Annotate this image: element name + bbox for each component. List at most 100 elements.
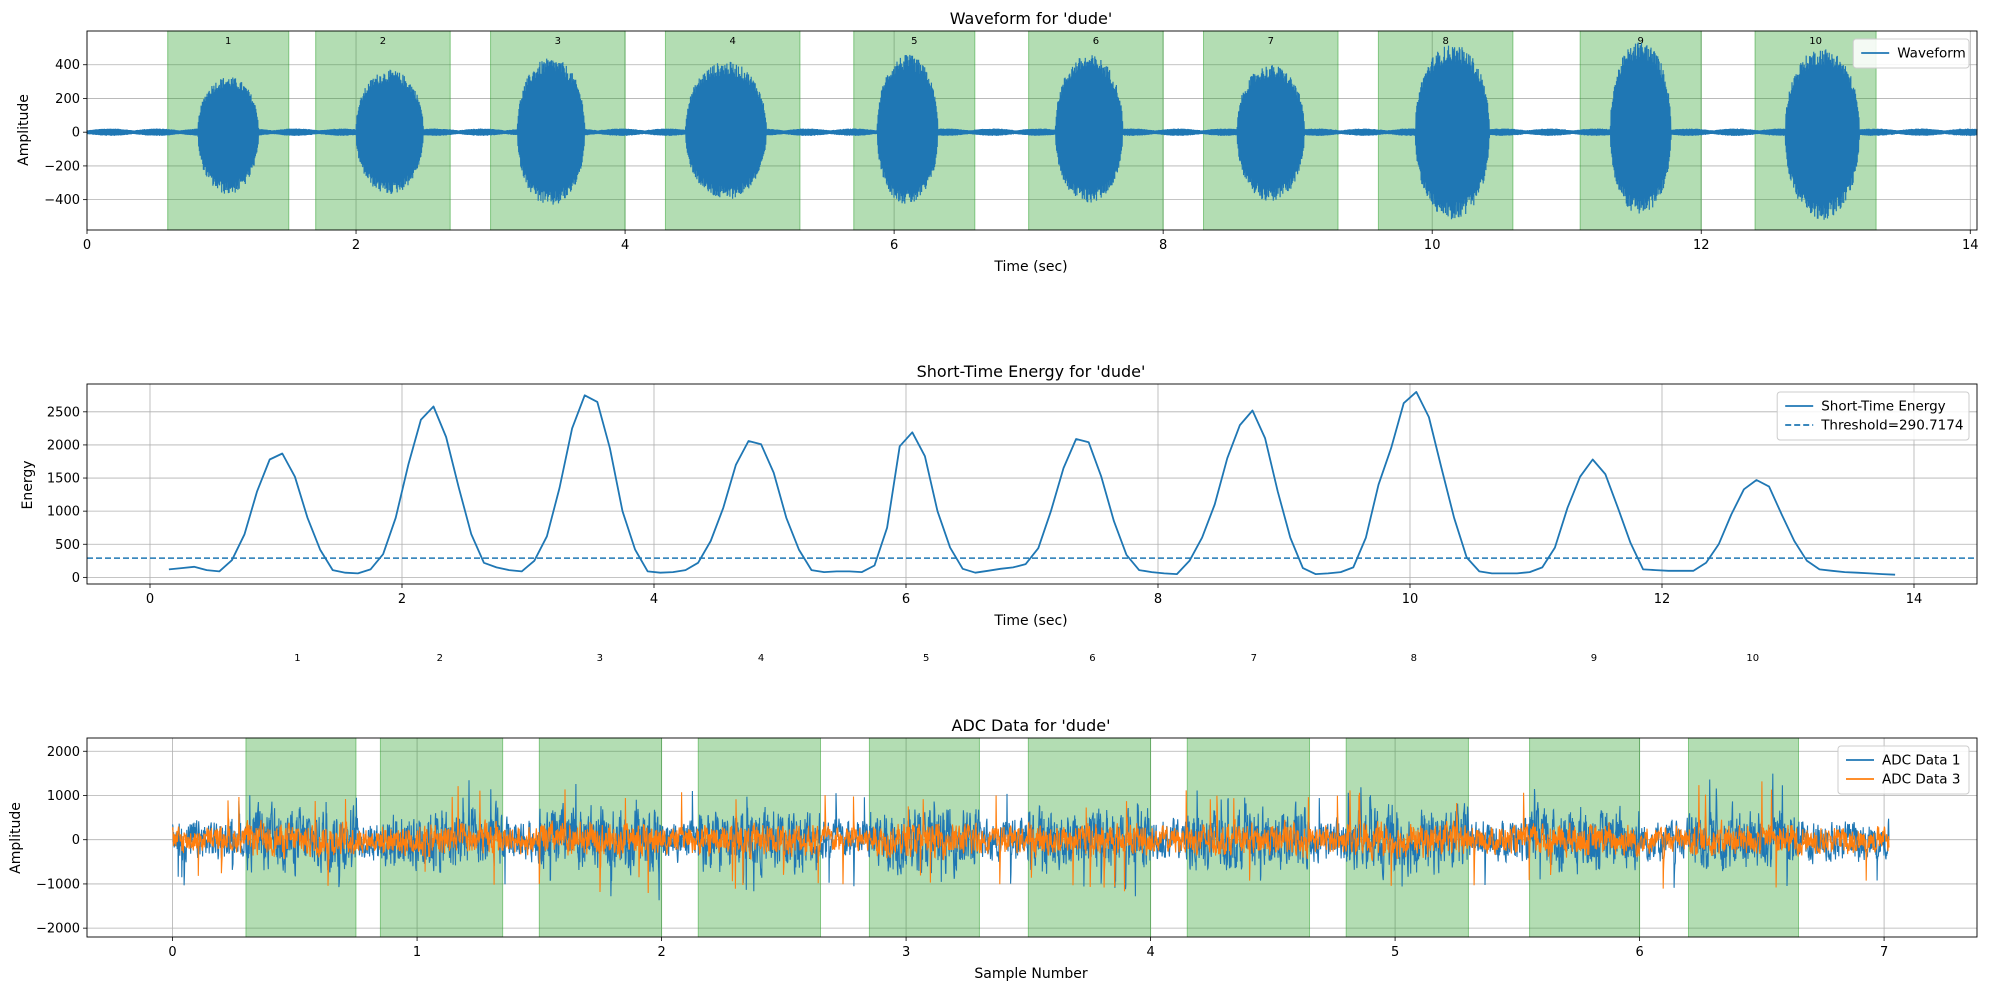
energy-segment-label: 3	[597, 653, 603, 664]
adc-ytick-label: 1000	[47, 789, 80, 804]
waveform-xtick-label: 4	[621, 238, 629, 253]
waveform-segment-label: 3	[555, 36, 561, 47]
energy-ytick-label: 2500	[47, 405, 80, 420]
waveform-segment-label: 7	[1268, 36, 1274, 47]
adc-line-data3	[172, 781, 1890, 894]
waveform-line	[86, 42, 1978, 220]
adc-ytick-label: 0	[72, 833, 80, 848]
waveform-ytick-label: 0	[72, 126, 80, 141]
adc-xtick-label: 7	[1880, 945, 1888, 960]
adc-xlabel: Sample Number	[974, 966, 1087, 982]
waveform-xtick-label: 10	[1424, 238, 1441, 253]
waveform-axes-border	[86, 30, 1978, 231]
energy-ytick-label: 1500	[47, 472, 80, 487]
energy-segment-label: 6	[1089, 653, 1095, 664]
waveform-xtick-label: 2	[352, 238, 360, 253]
energy-xtick-label: 4	[650, 592, 658, 607]
energy-segment-label: 7	[1251, 653, 1257, 664]
energy-xtick-label: 8	[1154, 592, 1162, 607]
energy-xtick-label: 2	[398, 592, 406, 607]
waveform-legend-label: Waveform	[1897, 46, 1966, 62]
adc-xtick-label: 6	[1635, 945, 1643, 960]
energy-segment-label: 1	[294, 653, 300, 664]
adc-title: ADC Data for 'dude'	[952, 716, 1111, 735]
energy-segment-label: 10	[1746, 653, 1759, 664]
waveform-segment-label: 4	[730, 36, 736, 47]
energy-axes-frame	[86, 383, 1978, 585]
energy-segment-label: 5	[923, 653, 929, 664]
energy-xtick-label: 10	[1402, 592, 1419, 607]
energy-legend: Short-Time Energy Threshold=290.7174	[1776, 391, 1970, 441]
energy-segment-label: 8	[1411, 653, 1417, 664]
waveform-ytick-label: −200	[44, 159, 80, 174]
energy-ytick-label: 0	[72, 571, 80, 586]
energy-legend-label: Threshold=290.7174	[1820, 418, 1963, 434]
energy-ylabel: Energy	[20, 460, 36, 509]
energy-grid	[87, 384, 1977, 584]
adc-series	[172, 773, 1890, 901]
energy-ytick-label: 1000	[47, 505, 80, 520]
adc-line-data1	[172, 773, 1890, 901]
energy-segment-label: 4	[758, 653, 764, 664]
waveform-ticks: 0 2 4 6 8 10 12 14 −400 −200 0 200 400	[44, 58, 1978, 253]
waveform-xtick-label: 6	[890, 238, 898, 253]
energy-line	[168, 391, 1896, 576]
waveform-segment-label: 9	[1638, 36, 1644, 47]
waveform-legend: Waveform	[1852, 38, 1970, 69]
waveform-xtick-label: 8	[1159, 238, 1167, 253]
waveform-segment-label: 1	[225, 36, 231, 47]
waveform-ytick-label: 200	[55, 92, 80, 107]
adc-axes-border	[86, 737, 1978, 938]
waveform-xtick-label: 12	[1693, 238, 1710, 253]
waveform-segment-label: 10	[1809, 36, 1822, 47]
energy-xtick-label: 12	[1654, 592, 1671, 607]
adc-legend-box	[1837, 745, 1970, 795]
energy-xtick-label: 0	[146, 592, 154, 607]
adc-ticks: 0 1 2 3 4 5 6 7 −2000 −1000 0 1000 2000	[36, 745, 1888, 960]
waveform-segment-label: 2	[380, 36, 386, 47]
energy-ytick-label: 500	[55, 538, 80, 553]
waveform-series	[86, 42, 1978, 220]
energy-ticks: 0 2 4 6 8 10 12 14 0 500 1000 1500 2000 2500	[47, 405, 1922, 607]
waveform-legend-box	[1852, 38, 1970, 69]
adc-ylabel: Amplitude	[8, 802, 24, 874]
adc-legend: ADC Data 1 ADC Data 3	[1837, 745, 1970, 795]
waveform-segment-label: 5	[911, 36, 917, 47]
adc-legend-label: ADC Data 1	[1882, 753, 1960, 769]
waveform-ytick-label: −400	[44, 193, 80, 208]
adc-ytick-label: −1000	[36, 877, 80, 892]
energy-legend-box	[1776, 391, 1970, 441]
energy-axes-border	[86, 383, 1978, 585]
waveform-xtick-label: 0	[83, 238, 91, 253]
adc-panel: 0 1 2 3 4 5 6 7 −2000 −1000 0 1000 2000 ADC Data for…	[8, 716, 1978, 982]
energy-segment-labels: 1 2 3 4 5 6 7 8 9 10	[294, 653, 1759, 664]
energy-series	[87, 391, 1977, 576]
adc-axes-frame	[86, 737, 1978, 938]
adc-xtick-label: 3	[902, 945, 910, 960]
waveform-segment-label: 8	[1442, 36, 1448, 47]
adc-xtick-label: 1	[413, 945, 421, 960]
energy-segment-label: 2	[437, 653, 443, 664]
adc-ytick-label: −2000	[36, 922, 80, 937]
energy-ytick-label: 2000	[47, 438, 80, 453]
energy-legend-label: Short-Time Energy	[1821, 399, 1945, 415]
energy-xlabel: Time (sec)	[993, 613, 1067, 629]
waveform-xlabel: Time (sec)	[993, 259, 1067, 275]
adc-xtick-label: 4	[1146, 945, 1154, 960]
waveform-ytick-label: 400	[55, 58, 80, 73]
energy-xtick-label: 14	[1906, 592, 1923, 607]
adc-xtick-label: 0	[168, 945, 176, 960]
energy-segment-label: 9	[1591, 653, 1597, 664]
energy-xtick-label: 6	[902, 592, 910, 607]
waveform-title: Waveform for 'dude'	[950, 9, 1112, 28]
waveform-axes-frame	[86, 30, 1978, 231]
waveform-xtick-label: 14	[1962, 238, 1979, 253]
waveform-segment-label: 6	[1093, 36, 1099, 47]
adc-legend-label: ADC Data 3	[1882, 772, 1960, 788]
adc-xtick-label: 5	[1391, 945, 1399, 960]
adc-ytick-label: 2000	[47, 745, 80, 760]
energy-title: Short-Time Energy for 'dude'	[917, 362, 1146, 381]
